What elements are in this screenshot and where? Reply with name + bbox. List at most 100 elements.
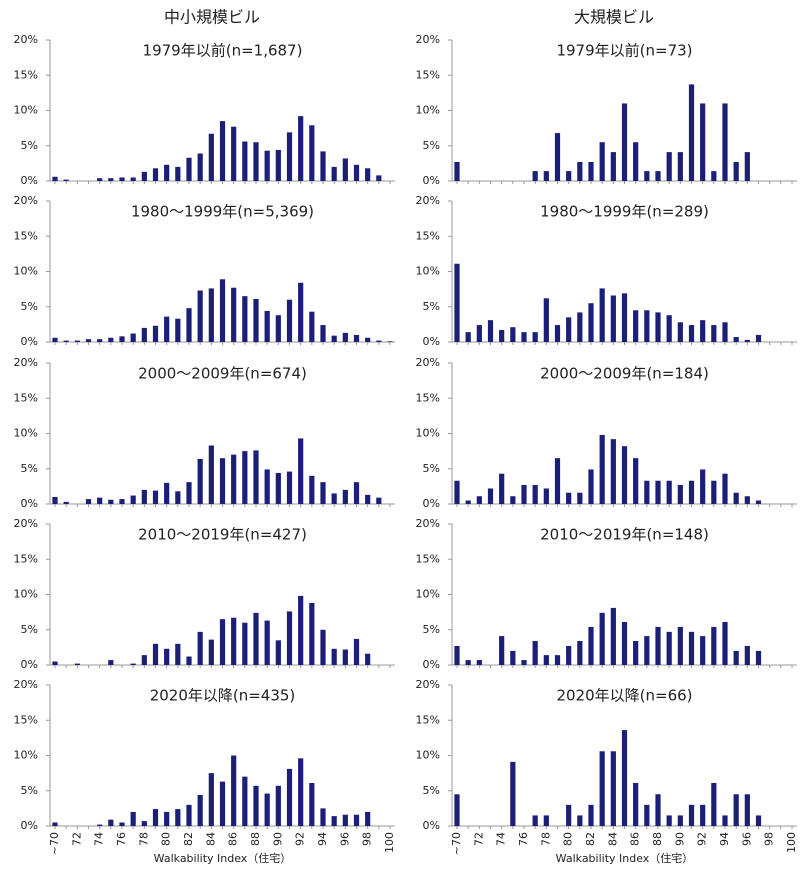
panel-title: 2000～2009年(n=674) [138,365,307,383]
y-tick-label: 0% [423,335,440,348]
bar [175,809,181,826]
bar [744,152,750,181]
bar [286,471,293,504]
bar [119,499,125,504]
bar [655,480,661,504]
bar [499,636,505,665]
bar [655,171,661,181]
bar [242,296,248,342]
bar [577,492,583,504]
bar [63,340,69,342]
y-tick-label: 5% [423,784,440,797]
y-tick-label: 15% [416,229,440,242]
y-tick-label: 15% [416,68,440,81]
bar [543,815,549,826]
bar [666,480,672,504]
bar [320,482,326,504]
bar [309,602,315,665]
bar [309,475,315,504]
y-tick-label: 20% [14,33,38,46]
bar [376,497,382,504]
bar [633,641,639,665]
bar [108,660,114,665]
bar [264,310,270,342]
panel-title: 1979年以前(n=1,687) [143,42,303,60]
bar [633,458,639,504]
bar [610,152,616,181]
bar [331,816,337,826]
bar [700,636,706,665]
bar [376,175,382,181]
bar [621,293,628,342]
bar [365,168,371,181]
x-tick-label: 74 [93,832,106,846]
bar [677,322,683,342]
bar [85,499,92,504]
panel-title: 1980～1999年(n=5,369) [131,203,314,221]
x-tick-label: 88 [249,832,262,846]
bar [532,484,538,504]
y-tick-label: 5% [21,623,38,636]
x-tick-label: 76 [115,832,128,846]
bar [175,643,181,665]
bar [320,325,326,342]
y-tick-label: 15% [14,391,38,404]
bar [152,325,159,342]
x-tick-label: 84 [606,832,619,846]
bar [599,434,605,504]
y-tick-label: 5% [423,462,440,475]
x-tick-label: 94 [718,832,731,846]
bar [130,663,136,665]
bar [286,611,293,665]
bar [108,178,114,181]
bar [476,660,482,665]
y-tick-label: 20% [14,517,38,530]
bar [219,458,226,504]
bar [264,150,270,181]
bar [331,166,337,181]
bar [733,161,739,181]
bar [97,339,103,342]
bar [242,622,248,665]
y-tick-label: 10% [14,588,38,601]
y-tick-label: 0% [21,497,38,510]
y-tick-label: 20% [14,678,38,691]
bar [298,282,304,342]
bar [688,631,695,665]
bar [454,645,460,665]
bar [521,660,527,665]
bar [755,815,762,826]
y-tick-label: 20% [14,356,38,369]
bar [298,758,304,826]
panel-title: 2020年以降(n=435) [150,687,296,705]
bar [621,621,628,665]
bar [487,488,494,504]
bar [722,815,728,826]
bar [532,171,538,181]
y-tick-label: 5% [21,462,38,475]
bar [353,638,360,665]
y-tick-label: 15% [14,68,38,81]
bar [175,318,181,342]
bar [253,785,259,826]
bar [197,290,203,342]
bar [700,804,706,826]
bar [755,500,762,504]
bar [208,639,214,665]
x-tick-label: 82 [584,832,597,846]
bar [711,325,717,342]
bar [711,626,717,665]
bar [108,819,114,826]
bar [454,480,460,504]
bar [621,446,628,504]
bar [331,648,337,665]
bar [119,177,125,181]
bar [677,152,683,181]
bar [510,327,516,342]
bar [320,151,326,181]
y-tick-label: 15% [14,552,38,565]
bar [744,794,750,826]
bar [633,310,639,342]
x-tick-label: 96 [740,832,753,846]
